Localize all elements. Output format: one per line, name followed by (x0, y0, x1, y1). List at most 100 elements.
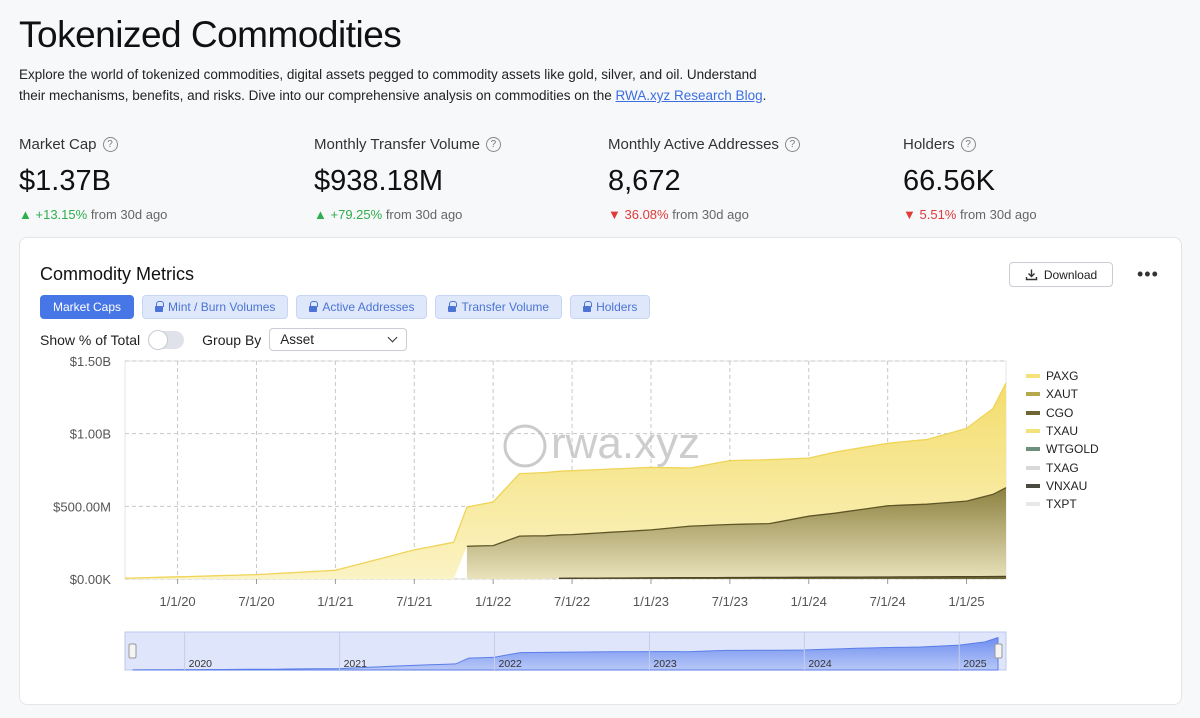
x-tick-label: 1/1/21 (317, 594, 353, 609)
navigator-year-label: 2024 (808, 658, 832, 670)
navigator-year-label: 2025 (963, 658, 987, 670)
x-tick-label: 1/1/23 (633, 594, 669, 609)
legend-item-txau[interactable]: TXAU (1026, 422, 1099, 440)
trend-up-icon: ▲ (19, 207, 32, 222)
lock-icon (448, 300, 458, 313)
stat-value: 8,672 (608, 165, 681, 197)
group-by-value: Asset (280, 332, 315, 347)
x-tick-label: 7/1/20 (238, 594, 274, 609)
x-tick-label: 1/1/24 (791, 594, 827, 609)
navigator-handle-right (994, 643, 1003, 659)
show-percent-label: Show % of Total (40, 331, 141, 348)
legend-label: PAXG (1046, 369, 1079, 384)
tab-holders[interactable]: Holders (570, 295, 651, 319)
legend-item-cgo[interactable]: CGO (1026, 404, 1099, 422)
series-line-paxg (124, 382, 1007, 579)
x-tick-label: 1/1/20 (160, 594, 196, 609)
help-icon[interactable]: ? (102, 137, 118, 152)
x-tick-label: 7/1/22 (554, 594, 590, 609)
stat-label: Market Cap (19, 136, 97, 153)
navigator-year-label: 2022 (498, 658, 522, 670)
tab-label: Active Addresses (322, 300, 415, 314)
chart-legend: PAXG XAUT CGO TXAU WTGOLD TXAG VNXAU TXPT (1026, 367, 1099, 513)
tab-market-caps[interactable]: Market Caps (40, 295, 135, 319)
trend-up-icon: ▲ (314, 207, 327, 222)
tab-label: Holders (596, 300, 638, 314)
legend-item-txpt[interactable]: TXPT (1026, 495, 1099, 513)
tab-label: Mint / Burn Volumes (168, 300, 276, 314)
legend-label: TXAG (1046, 460, 1079, 475)
series-line-cgo (558, 575, 1007, 579)
y-tick-label: $1.50B (70, 354, 111, 369)
legend-item-wtgold[interactable]: WTGOLD (1026, 440, 1099, 458)
watermark-globe-icon (503, 424, 547, 468)
legend-item-txag[interactable]: TXAG (1026, 458, 1099, 476)
legend-swatch (1026, 483, 1040, 488)
legend-swatch (1026, 465, 1040, 470)
navigator-year-label: 2023 (653, 658, 677, 670)
series-area-paxg (125, 383, 1006, 579)
x-tick-label: 7/1/23 (712, 594, 748, 609)
legend-item-xaut[interactable]: XAUT (1026, 385, 1099, 403)
lock-icon (309, 300, 319, 313)
legend-swatch (1026, 410, 1040, 415)
legend-swatch (1026, 392, 1040, 397)
legend-label: XAUT (1046, 387, 1079, 402)
navigator-series (132, 636, 999, 671)
tab-label: Transfer Volume (461, 300, 550, 314)
stat-change: +79.25% (330, 207, 383, 222)
watermark-text: rwa.xyz (551, 419, 700, 468)
tab-label: Market Caps (53, 300, 122, 314)
series-line-xaut (466, 487, 1007, 547)
chart-controls: Show % of Total Group By Asset (40, 328, 408, 351)
x-tick-label: 1/1/25 (948, 594, 984, 609)
stat-label: Holders (903, 136, 955, 153)
stat-change-suffix: from 30d ago (90, 207, 168, 222)
download-button[interactable]: Download (1009, 262, 1113, 287)
y-tick-label: $1.00B (70, 427, 111, 442)
legend-swatch (1026, 502, 1040, 507)
lock-icon (155, 300, 165, 313)
stat-value: $938.18M (314, 165, 443, 197)
group-by-label: Group By (202, 331, 262, 348)
legend-swatch (1026, 429, 1040, 434)
stat-change-suffix: from 30d ago (672, 207, 749, 222)
help-icon[interactable]: ? (784, 137, 800, 152)
legend-swatch (1026, 447, 1040, 452)
legend-item-paxg[interactable]: PAXG (1026, 367, 1099, 385)
help-icon[interactable]: ? (960, 137, 976, 152)
series-area-xaut (466, 487, 1006, 579)
download-label: Download (1043, 267, 1098, 282)
stat-change-suffix: from 30d ago (960, 207, 1037, 222)
market-cap-chart: $1.50B $1.00B $500.00M $0.00K 1/1/20 7/1/20 1/… (53, 354, 1007, 671)
legend-label: TXAU (1046, 424, 1079, 439)
y-tick-label: $500.00M (53, 499, 111, 514)
page-intro: Explore the world of tokenized commoditi… (19, 64, 779, 106)
intro-end: . (762, 88, 767, 103)
stat-change-suffix: from 30d ago (385, 207, 463, 222)
research-blog-link[interactable]: RWA.xyz Research Blog (615, 88, 763, 103)
tab-mint-burn-volumes[interactable]: Mint / Burn Volumes (142, 295, 289, 319)
navigator-handle-left (128, 643, 137, 659)
tab-active-addresses[interactable]: Active Addresses (296, 295, 428, 319)
trend-down-icon: ▼ (903, 207, 916, 222)
legend-item-vnxau[interactable]: VNXAU (1026, 477, 1099, 495)
group-by-select[interactable]: Asset (269, 328, 408, 351)
navigator-year-label: 2020 (189, 658, 213, 670)
trend-down-icon: ▼ (608, 207, 621, 222)
y-tick-label: $0.00K (70, 572, 112, 587)
more-options-icon[interactable]: ••• (1137, 264, 1159, 284)
stat-label: Monthly Active Addresses (608, 136, 779, 153)
help-icon[interactable]: ? (485, 137, 501, 152)
page-title: Tokenized Commodities (19, 14, 402, 55)
stat-change: +13.15% (35, 207, 88, 222)
stat-change: 36.08% (624, 207, 669, 222)
show-percent-toggle[interactable] (148, 330, 185, 349)
card-title: Commodity Metrics (40, 264, 195, 284)
tab-transfer-volume[interactable]: Transfer Volume (435, 295, 563, 319)
x-tick-label: 7/1/24 (870, 594, 906, 609)
stat-market-cap: Market Cap? $1.37B ▲ +13.15% from 30d ag… (19, 136, 309, 222)
stat-value: $1.37B (19, 165, 111, 197)
navigator-year-label: 2021 (344, 658, 368, 670)
